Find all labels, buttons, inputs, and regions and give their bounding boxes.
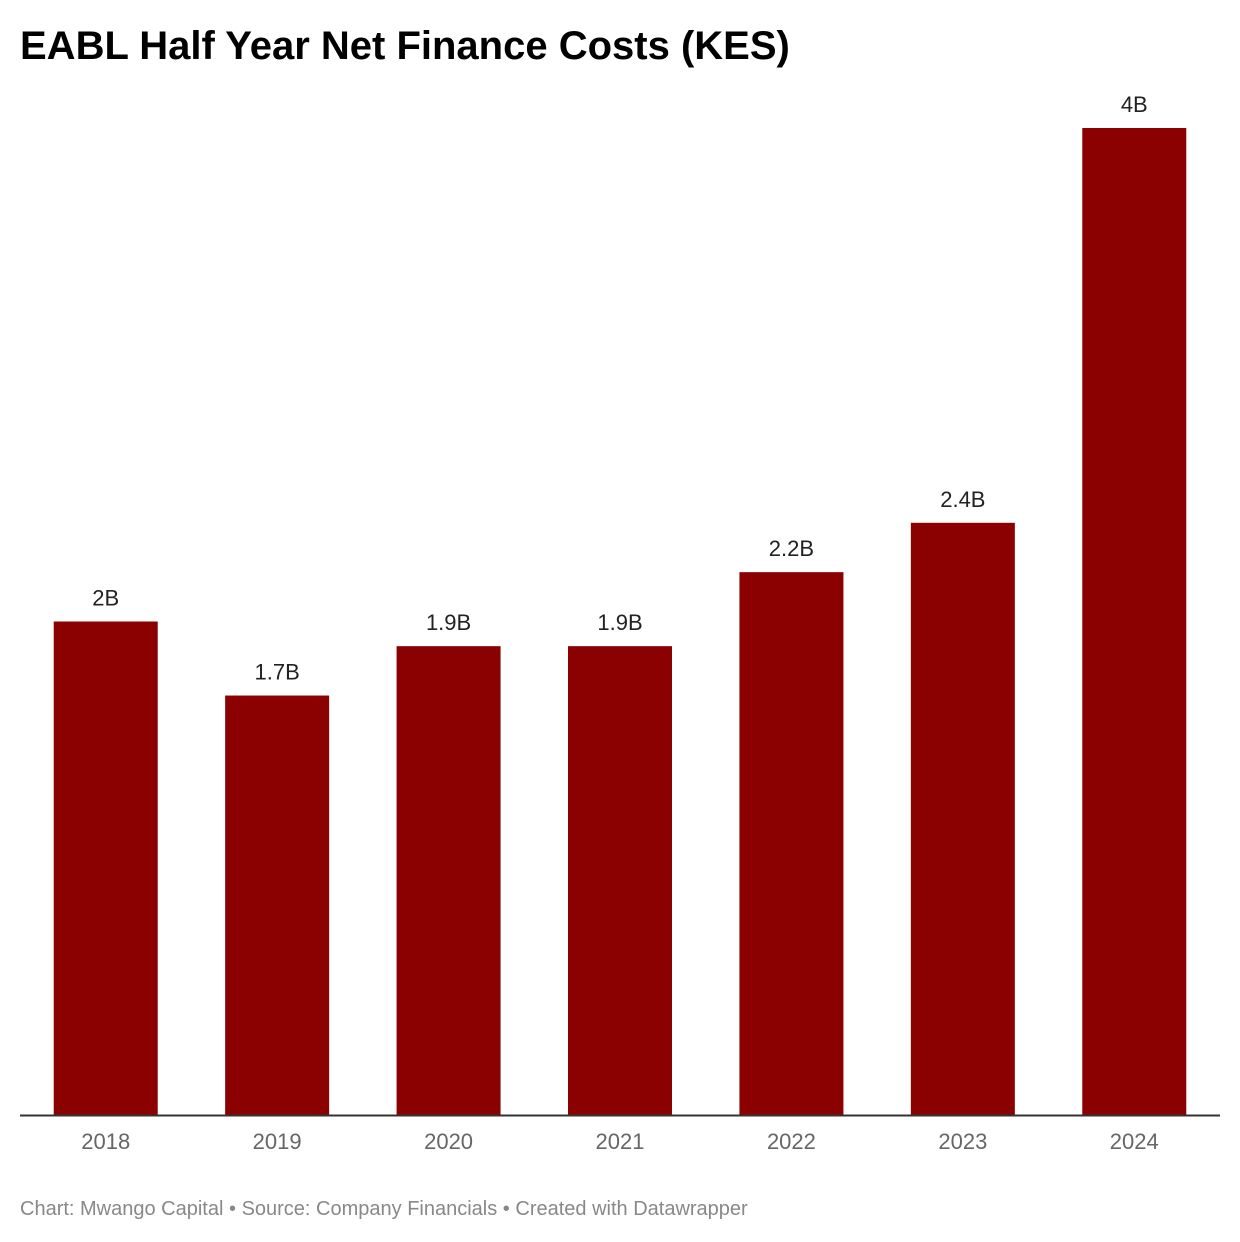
footer-source: Source: Company Financials [241, 1198, 498, 1220]
footer-tool: Created with Datawrapper [515, 1198, 748, 1220]
bar-2024 [1082, 128, 1187, 1115]
bar-2023 [910, 522, 1015, 1115]
value-label-2021: 1.9B [597, 610, 642, 635]
value-labels-layer: 2B 1.7B 1.9B 1.9B 2.2B 2.4B 4B [92, 92, 1147, 685]
x-axis-ticks-layer: 2018 2019 2020 2021 2022 2023 2024 [81, 1129, 1159, 1154]
bars-layer [53, 128, 1187, 1115]
bar-2018 [53, 621, 158, 1115]
bar-2020 [396, 646, 501, 1115]
value-label-2018: 2B [92, 586, 119, 611]
bar-2022 [739, 572, 844, 1115]
x-tick-label-2022: 2022 [767, 1129, 816, 1154]
value-label-2023: 2.4B [940, 487, 985, 512]
x-tick-label-2018: 2018 [81, 1129, 130, 1154]
x-tick-label-2024: 2024 [1110, 1129, 1159, 1154]
value-label-2019: 1.7B [255, 660, 300, 685]
bar-2021 [568, 646, 672, 1115]
value-label-2024: 4B [1121, 92, 1148, 117]
value-label-2020: 1.9B [426, 610, 471, 635]
footer-credit: Chart: Mwango Capital [20, 1198, 224, 1220]
x-tick-label-2020: 2020 [424, 1129, 473, 1154]
chart-title: EABL Half Year Net Finance Costs (KES) [20, 24, 790, 68]
x-tick-label-2019: 2019 [253, 1129, 302, 1154]
bar-2019 [225, 695, 330, 1115]
x-tick-label-2023: 2023 [938, 1129, 987, 1154]
value-label-2022: 2.2B [769, 536, 814, 561]
footer-separator: • [497, 1198, 516, 1220]
chart-footer: Chart: Mwango Capital • Source: Company … [20, 1196, 748, 1222]
x-tick-label-2021: 2021 [596, 1129, 645, 1154]
footer-separator: • [223, 1198, 242, 1220]
